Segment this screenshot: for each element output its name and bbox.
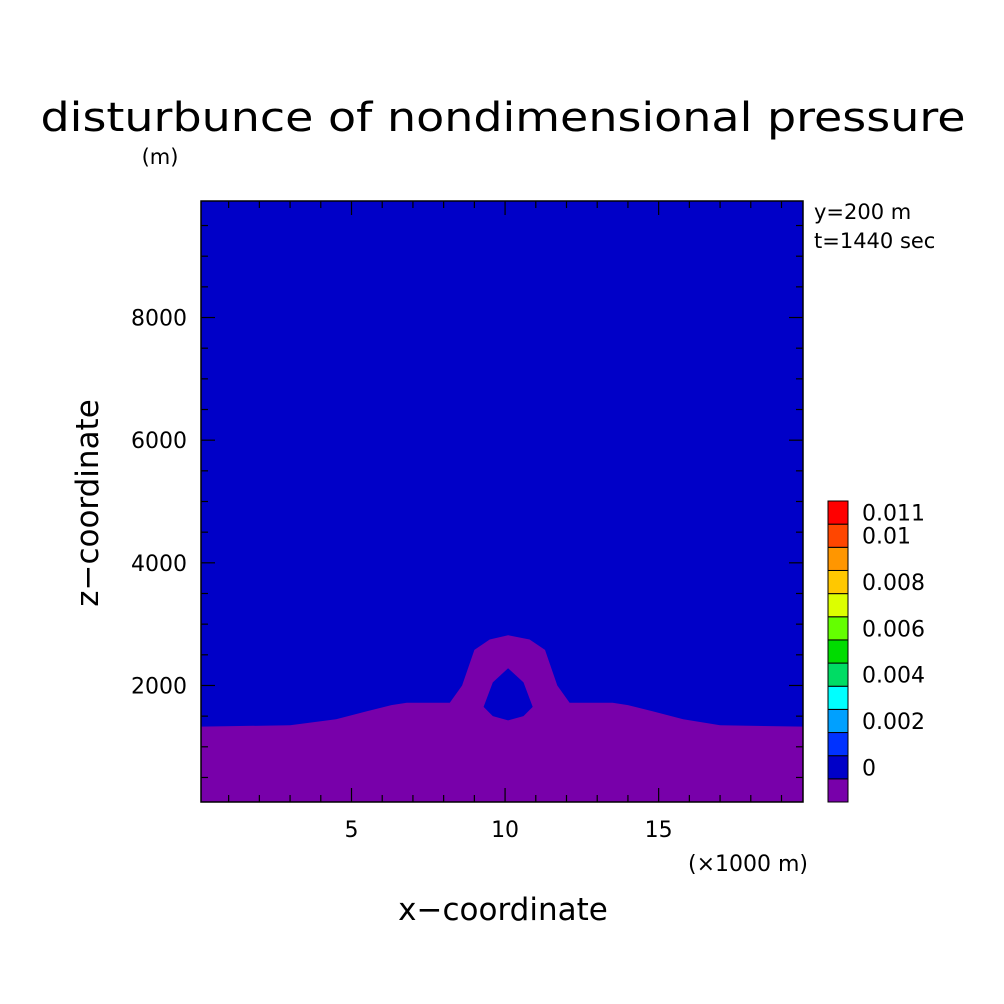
colorbar-swatch: [827, 546, 849, 571]
x-tick-label: 5: [345, 818, 359, 843]
colorbar-swatch: [827, 523, 849, 548]
colorbar-label: 0.004: [862, 664, 925, 689]
colorbar-label: 0.01: [862, 525, 911, 550]
x-axis-label: x−coordinate: [398, 892, 608, 928]
y-tick-label: 8000: [131, 307, 187, 332]
colorbar-label: 0.011: [862, 502, 925, 527]
colorbar-swatch: [827, 639, 849, 664]
colorbar-swatch: [827, 708, 849, 734]
plot-area: [200, 200, 804, 803]
colorbar-swatch: [827, 662, 849, 687]
y-tick-label: 6000: [131, 429, 187, 454]
annotation-t: t=1440 sec: [814, 229, 935, 253]
plot-frame: [200, 200, 804, 803]
chart-title: disturbunce of nondimensional pressure: [41, 95, 966, 141]
x-tick-label: 10: [491, 818, 519, 843]
background-field: [201, 201, 803, 802]
x-tick-labels: 5 10 15: [345, 818, 673, 843]
x-tick-label: 15: [645, 818, 673, 843]
colorbar-swatch: [827, 569, 849, 595]
colorbar-swatch: [827, 500, 849, 525]
lower-pressure-region: [201, 635, 803, 802]
colorbar-label: 0.006: [862, 617, 925, 642]
colorbar-label: 0.002: [862, 710, 925, 735]
colorbar-swatch: [827, 755, 849, 780]
colorbar-swatch: [827, 616, 849, 641]
y-axis-label: z−coordinate: [70, 399, 106, 607]
annotation-y: y=200 m: [814, 200, 911, 224]
colorbar-label: 0: [862, 756, 876, 781]
y-tick-label: 4000: [131, 552, 187, 577]
y-tick-labels: 2000 4000 6000 8000: [131, 307, 187, 700]
chart-units: (m): [142, 145, 179, 169]
colorbar-swatch: [827, 732, 849, 757]
colorbar: 0 0.002 0.004 0.006 0.008 0.010.011: [827, 500, 925, 803]
colorbar-swatch: [827, 778, 849, 803]
y-tick-label: 2000: [131, 674, 187, 699]
x-unit-label: (×1000 m): [688, 852, 808, 877]
colorbar-swatch: [827, 685, 849, 710]
colorbar-swatch: [827, 593, 849, 618]
axis-ticks: [201, 201, 803, 802]
colorbar-label: 0.008: [862, 571, 925, 596]
